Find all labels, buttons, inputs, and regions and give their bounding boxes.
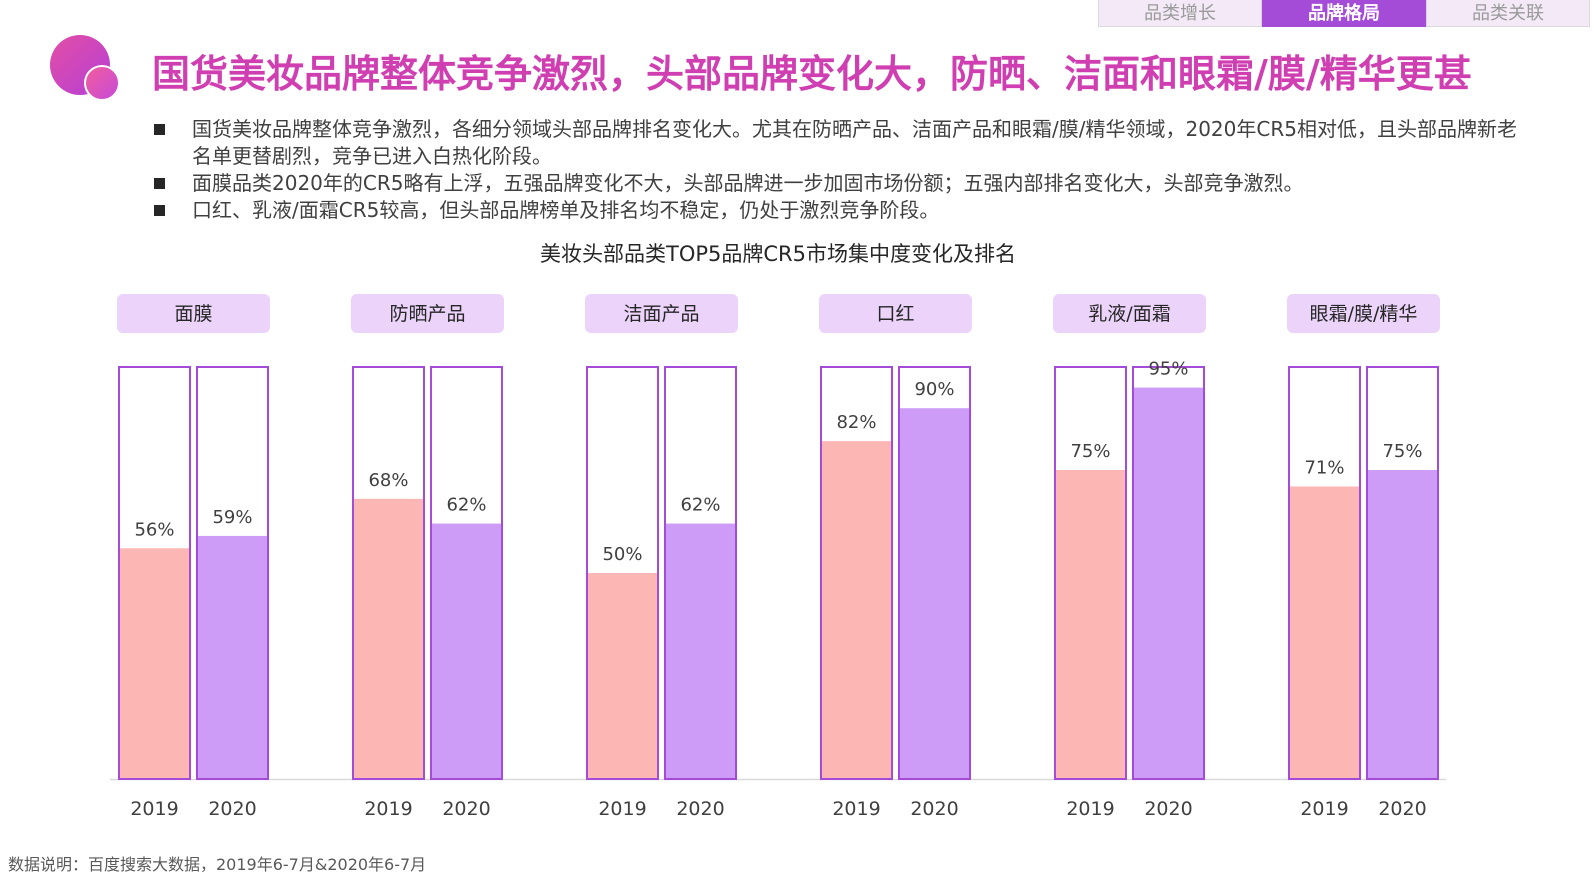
bar-2020-口红 [900, 408, 969, 778]
bar-2019-面膜 [120, 548, 189, 778]
chart-title: 美妆头部品类TOP5品牌CR5市场集中度变化及排名 [540, 242, 1016, 266]
year-tick-label: 2020 [910, 798, 958, 820]
bar-2019-洁面产品 [588, 573, 657, 778]
data-label: 68% [368, 470, 408, 491]
tab-brand-landscape[interactable]: 品牌格局 [1262, 0, 1426, 27]
data-label: 90% [914, 379, 954, 400]
year-tick-label: 2020 [1144, 798, 1192, 820]
year-tick-label: 2019 [364, 798, 412, 820]
data-label: 62% [680, 495, 720, 516]
category-label-box [585, 294, 738, 333]
year-tick-label: 2019 [130, 798, 178, 820]
bar-2019-防晒产品 [354, 498, 423, 778]
bullet-square-icon [154, 205, 165, 216]
bullet-text: 口红、乳液/面霜CR5较高，但头部品牌榜单及排名均不稳定，仍处于激烈竞争阶段。 [192, 198, 940, 222]
data-label: 82% [836, 412, 876, 433]
tab-category-association[interactable]: 品类关联 [1426, 0, 1590, 27]
bar-2020-防晒产品 [432, 523, 501, 778]
data-label: 56% [134, 519, 174, 540]
category-label: 眼霜/膜/精华 [1310, 303, 1418, 325]
bar-2020-乳液/面霜 [1134, 387, 1203, 778]
year-tick-label: 2020 [442, 798, 490, 820]
tab-category-growth[interactable]: 品类增长 [1098, 0, 1262, 27]
category-label: 乳液/面霜 [1088, 303, 1170, 325]
year-tick-label: 2020 [208, 798, 256, 820]
data-label: 62% [446, 495, 486, 516]
cr5-bar-chart: 面膜 56% 2019 59% 2020 防晒产品 68% 2019 62% 2020 洁面产品 50… [110, 294, 1446, 820]
bullet-item: 国货美妆品牌整体竞争激烈，各细分领域头部品牌排名变化大。尤其在防晒产品、洁面产品… [152, 116, 1522, 170]
category-label: 口红 [876, 303, 914, 325]
category-label: 洁面产品 [623, 303, 699, 325]
category-label: 面膜 [174, 303, 212, 325]
data-label: 95% [1148, 359, 1188, 380]
data-label: 50% [602, 544, 642, 565]
year-tick-label: 2019 [1066, 798, 1114, 820]
bullet-item: 口红、乳液/面霜CR5较高，但头部品牌榜单及排名均不稳定，仍处于激烈竞争阶段。 [152, 197, 1522, 224]
year-tick-label: 2020 [676, 798, 724, 820]
data-source-note: 数据说明：百度搜索大数据，2019年6-7月&2020年6-7月 [8, 855, 427, 874]
category-label-box [1287, 294, 1440, 333]
bullet-square-icon [154, 178, 165, 189]
bar-2019-眼霜/膜/精华 [1290, 486, 1359, 778]
bubble-logo-icon [50, 35, 122, 103]
data-label: 75% [1070, 441, 1110, 462]
bar-2019-乳液/面霜 [1056, 470, 1125, 778]
category-label: 防晒产品 [389, 303, 465, 325]
data-label: 59% [212, 507, 252, 528]
page-title: 国货美妆品牌整体竞争激烈，头部品牌变化大，防晒、洁面和眼霜/膜/精华更甚 [152, 52, 1472, 96]
bullet-text: 国货美妆品牌整体竞争激烈，各细分领域头部品牌排名变化大。尤其在防晒产品、洁面产品… [192, 117, 1517, 168]
bullet-text: 面膜品类2020年的CR5略有上浮，五强品牌变化不大，头部品牌进一步加固市场份额… [192, 171, 1304, 195]
bullet-square-icon [154, 124, 165, 135]
bar-2019-口红 [822, 441, 891, 778]
summary-bullets: 国货美妆品牌整体竞争激烈，各细分领域头部品牌排名变化大。尤其在防晒产品、洁面产品… [152, 116, 1522, 224]
data-label: 71% [1304, 457, 1344, 478]
bar-2020-眼霜/膜/精华 [1368, 470, 1437, 778]
category-label-box [117, 294, 270, 333]
bar-2020-面膜 [198, 535, 267, 778]
category-label-box [351, 294, 504, 333]
bar-2020-洁面产品 [666, 523, 735, 778]
category-label-box [1053, 294, 1206, 333]
year-tick-label: 2020 [1378, 798, 1426, 820]
year-tick-label: 2019 [832, 798, 880, 820]
data-label: 75% [1382, 441, 1422, 462]
category-nav: 品类增长 品牌格局 品类关联 [1098, 0, 1590, 27]
year-tick-label: 2019 [1300, 798, 1348, 820]
bullet-item: 面膜品类2020年的CR5略有上浮，五强品牌变化不大，头部品牌进一步加固市场份额… [152, 170, 1522, 197]
category-label-box [819, 294, 972, 333]
year-tick-label: 2019 [598, 798, 646, 820]
